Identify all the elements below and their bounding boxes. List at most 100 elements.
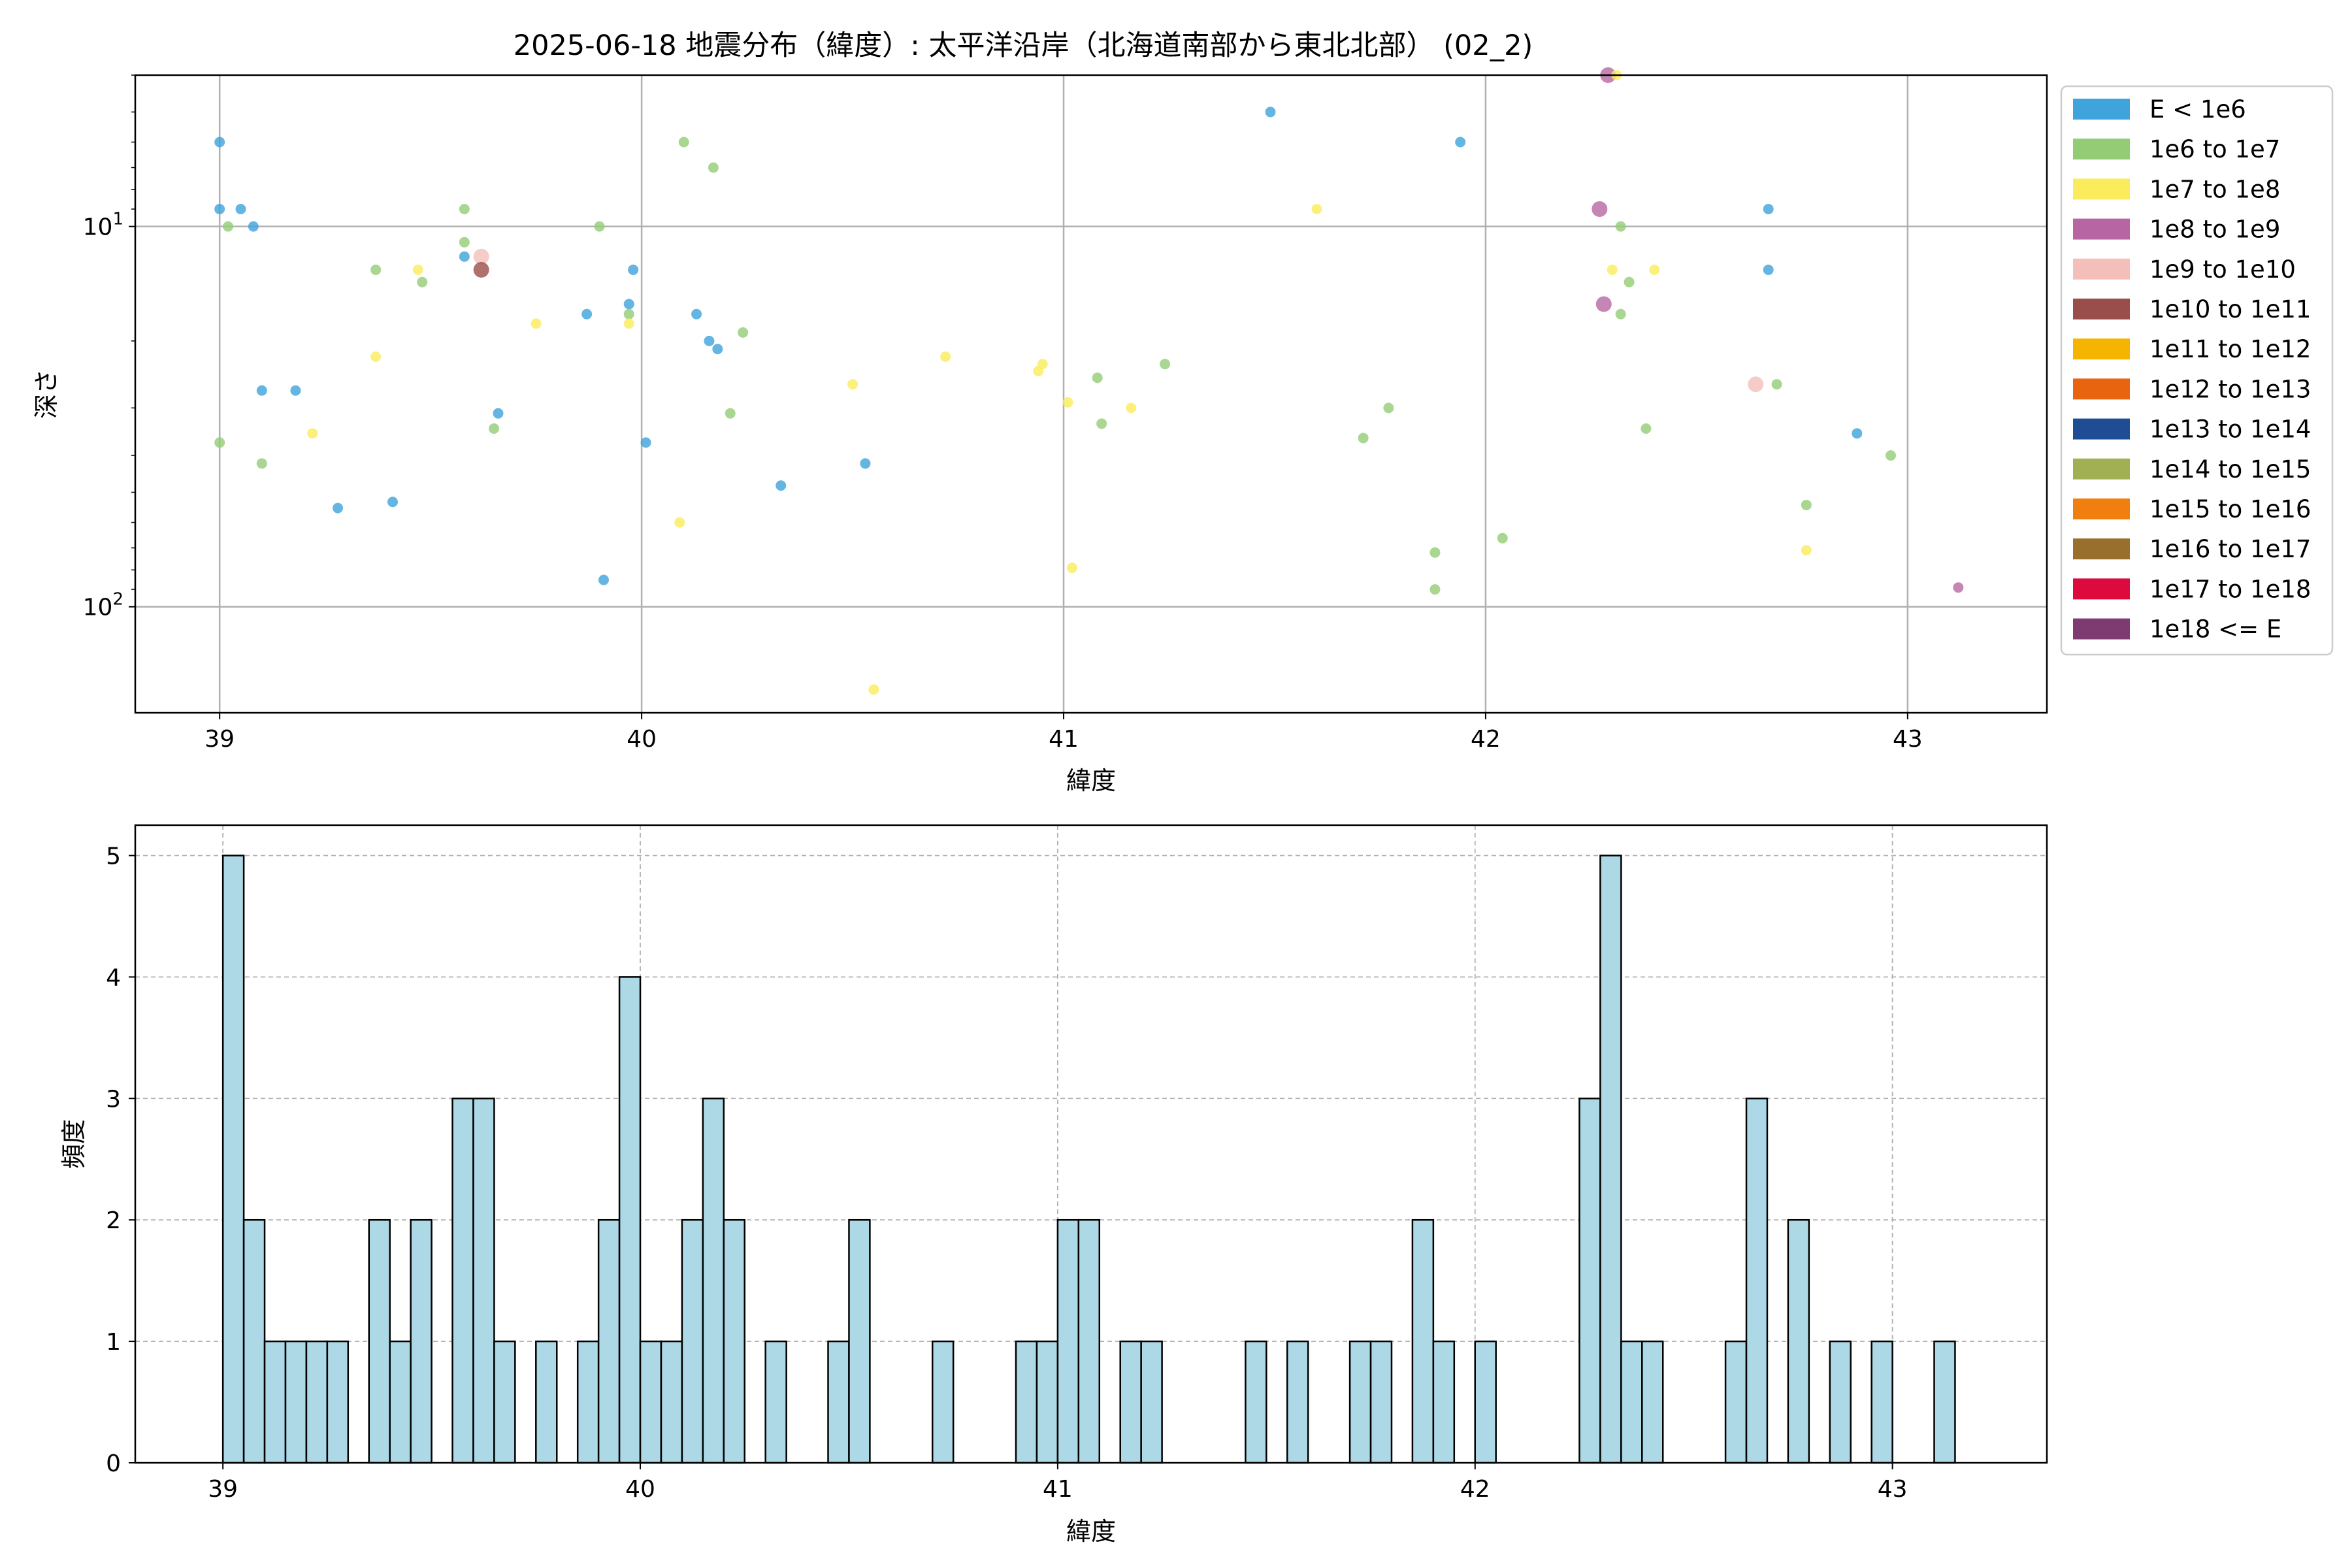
legend-items: E < 1e6 1e6 to 1e7 1e7 to 1e8 1e8 to 1e9 1e9… xyxy=(2073,95,2311,644)
scatter-point xyxy=(1886,450,1897,461)
scatter-point xyxy=(1801,545,1812,556)
scatter-point xyxy=(256,458,267,469)
legend-swatch xyxy=(2073,378,2130,400)
histogram-bar xyxy=(1620,1340,1643,1464)
histogram-bar xyxy=(1119,1340,1142,1464)
scatter-point xyxy=(1160,359,1171,370)
histogram-bars xyxy=(221,855,1956,1464)
legend-label: 1e16 to 1e17 xyxy=(2149,535,2311,563)
histogram-ylabel: 頻度 xyxy=(59,1119,88,1169)
histogram-bar xyxy=(493,1340,516,1464)
legend-swatch xyxy=(2073,458,2130,480)
legend-label: 1e12 to 1e13 xyxy=(2149,375,2311,403)
scatter-point xyxy=(1615,308,1626,319)
histogram-xtick-label: 42 xyxy=(1460,1476,1490,1503)
scatter-point xyxy=(1497,532,1508,544)
scatter-xlabel: 緯度 xyxy=(1066,766,1116,795)
histogram-bar xyxy=(931,1340,955,1464)
legend-swatch xyxy=(2073,258,2130,280)
scatter-point xyxy=(640,437,651,448)
scatter-ticks: 39 40 41 42 43 101 102 xyxy=(83,74,1923,753)
scatter-point xyxy=(417,276,428,287)
scatter-point xyxy=(493,408,504,419)
scatter-xtick-label: 43 xyxy=(1893,726,1923,753)
histogram-bar xyxy=(368,1218,391,1464)
scatter-xtick-label: 40 xyxy=(627,726,657,753)
histogram-bar xyxy=(576,1340,600,1464)
scatter-point xyxy=(1455,137,1466,148)
scatter-points xyxy=(214,67,1964,695)
legend-swatch xyxy=(2073,338,2130,360)
scatter-xtick-label: 41 xyxy=(1049,726,1079,753)
scatter-point xyxy=(594,221,605,232)
legend-label: 1e14 to 1e15 xyxy=(2149,455,2311,483)
scatter-point xyxy=(1126,402,1137,414)
legend-swatch xyxy=(2073,498,2130,519)
scatter-point xyxy=(1092,372,1103,384)
histogram-xtick-label: 43 xyxy=(1878,1476,1908,1503)
histogram-bar xyxy=(1745,1098,1769,1464)
legend-label: 1e7 to 1e8 xyxy=(2149,175,2280,203)
histogram-bar xyxy=(1578,1098,1601,1464)
histogram-xlabel: 緯度 xyxy=(1066,1517,1116,1546)
histogram-xtick-label: 39 xyxy=(208,1476,238,1503)
scatter-point xyxy=(459,251,470,262)
histogram-bar xyxy=(284,1340,308,1464)
scatter-point xyxy=(868,684,879,695)
legend-swatch xyxy=(2073,178,2130,200)
scatter-point xyxy=(1311,204,1322,215)
scatter-point xyxy=(725,408,736,419)
scatter-ytick-label: 102 xyxy=(83,590,123,621)
scatter-point xyxy=(370,264,382,275)
scatter-point xyxy=(1265,106,1276,118)
scatter-frame xyxy=(134,74,2048,714)
histogram-xtick-label: 41 xyxy=(1043,1476,1073,1503)
scatter-point xyxy=(628,264,639,275)
histogram-bar xyxy=(242,1218,266,1464)
scatter-point xyxy=(256,385,267,396)
scatter-point xyxy=(712,344,723,355)
histogram-plot: 39 40 41 42 43 0 1 2 3 4 5 緯度 頻度 xyxy=(59,824,2048,1546)
scatter-point xyxy=(623,318,634,329)
histogram-ytick-label: 0 xyxy=(106,1450,121,1477)
scatter-point xyxy=(223,221,234,232)
histogram-bar xyxy=(535,1340,558,1464)
scatter-point xyxy=(1615,221,1626,232)
legend: E < 1e6 1e6 to 1e7 1e7 to 1e8 1e8 to 1e9 1e9… xyxy=(2060,85,2334,656)
histogram-ytick-label: 5 xyxy=(106,843,121,870)
scatter-point xyxy=(860,458,871,469)
scatter-point xyxy=(1429,584,1441,595)
scatter-point xyxy=(623,308,634,319)
legend-label: 1e10 to 1e11 xyxy=(2149,295,2311,323)
histogram-bar xyxy=(1140,1340,1163,1464)
scatter-point xyxy=(1607,264,1618,275)
legend-swatch xyxy=(2073,139,2130,160)
histogram-bar xyxy=(305,1340,329,1464)
legend-label: E < 1e6 xyxy=(2149,95,2246,123)
histogram-bar xyxy=(1286,1340,1309,1464)
scatter-plot: 39 40 41 42 43 101 102 緯度 深さ xyxy=(32,67,2048,795)
histogram-bar xyxy=(681,1218,704,1464)
scatter-point xyxy=(1953,582,1964,593)
scatter-point xyxy=(459,204,470,215)
scatter-point xyxy=(704,335,715,346)
scatter-xtick-label: 42 xyxy=(1471,726,1501,753)
histogram-bar xyxy=(1641,1340,1664,1464)
scatter-point xyxy=(678,137,689,148)
legend-label: 1e17 to 1e18 xyxy=(2149,575,2311,603)
histogram-bar xyxy=(848,1218,871,1464)
histogram-bar xyxy=(1432,1340,1456,1464)
histogram-xtick-label: 40 xyxy=(625,1476,655,1503)
histogram-bar xyxy=(597,1218,621,1464)
histogram-bar xyxy=(827,1340,850,1464)
histogram-ytick-label: 2 xyxy=(106,1207,121,1234)
scatter-ytick-label: 101 xyxy=(83,210,123,241)
scatter-point xyxy=(1096,418,1107,429)
scatter-point xyxy=(307,428,318,439)
histogram-bar xyxy=(1933,1340,1956,1464)
legend-label: 1e18 <= E xyxy=(2149,615,2281,644)
scatter-point xyxy=(214,437,225,448)
scatter-point xyxy=(1763,204,1774,215)
histogram-bar xyxy=(472,1098,495,1464)
scatter-point xyxy=(708,162,719,173)
